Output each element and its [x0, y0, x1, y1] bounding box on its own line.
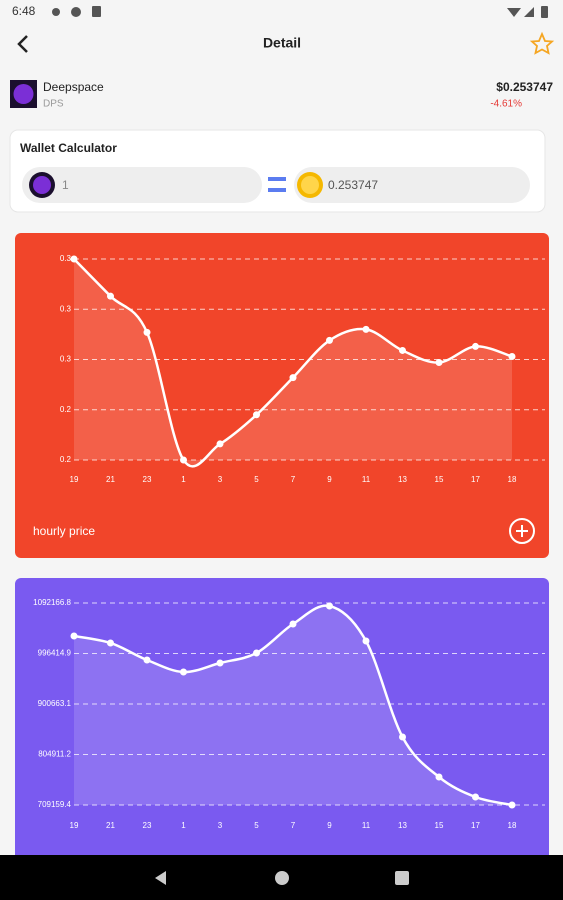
battery-icon [541, 6, 548, 18]
point [70, 255, 78, 263]
y-tick-label: 900663.1 [38, 699, 72, 708]
point [508, 352, 516, 360]
point [216, 440, 224, 448]
x-tick-label: 19 [70, 821, 79, 830]
wallet-title: Wallet Calculator [20, 141, 117, 155]
back-button[interactable] [17, 35, 28, 53]
chart-card [15, 233, 549, 558]
y-tick-label: 0.3 [60, 254, 72, 263]
header-title: Detail [263, 35, 301, 51]
chart-card [15, 578, 549, 868]
swap-icon[interactable] [268, 177, 286, 192]
x-tick-label: 13 [398, 475, 407, 484]
charts: 0.30.30.30.20.219 21 23 1 3 5 7 9 11 13 15 17 18hour… [15, 233, 549, 868]
y-tick-label: 0.2 [60, 405, 72, 414]
x-tick-label: 23 [143, 475, 152, 484]
point [472, 793, 479, 801]
nav-back[interactable] [155, 871, 166, 885]
y-tick-label: 709159.4 [38, 800, 72, 809]
point [508, 801, 516, 809]
point [472, 342, 479, 350]
favorite-button[interactable] [529, 31, 555, 55]
chart-caption: hourly price [33, 524, 95, 538]
coin-logo [13, 84, 34, 104]
point [289, 620, 297, 628]
point [180, 668, 187, 676]
point [435, 359, 443, 367]
x-tick-label: 18 [508, 475, 517, 484]
coin-change: -4.61% [490, 99, 522, 110]
point [435, 773, 443, 781]
point [326, 602, 333, 610]
x-tick-label: 23 [143, 821, 152, 830]
x-tick-label: 19 [70, 475, 79, 484]
dollar-icon [301, 176, 319, 194]
signal-icon [524, 7, 534, 17]
y-tick-label: 804911.2 [38, 750, 71, 759]
point [289, 374, 297, 382]
x-tick-label: 7 [291, 475, 296, 484]
y-tick-label: 0.3 [60, 304, 72, 313]
status-time: 6:48 [12, 4, 36, 18]
x-tick-label: 1 [181, 475, 186, 484]
y-tick-label: 996414.9 [38, 649, 72, 658]
x-tick-label: 15 [435, 821, 444, 830]
coin-name: Deepspace [43, 80, 104, 94]
point [253, 649, 260, 657]
value-output [294, 167, 530, 203]
y-tick-label: 1092166.8 [33, 598, 71, 607]
amount-input[interactable] [22, 167, 262, 203]
point [399, 733, 406, 741]
point [253, 411, 260, 419]
status-icon [71, 7, 81, 17]
area [74, 259, 512, 467]
point [216, 659, 224, 667]
point [107, 639, 114, 647]
point [326, 336, 333, 344]
point [107, 292, 114, 300]
point [180, 456, 187, 464]
nav-recents[interactable] [395, 871, 409, 885]
amount-text: 1 [62, 178, 69, 192]
x-tick-label: 13 [398, 821, 407, 830]
coin-symbol: DPS [43, 99, 64, 110]
x-tick-label: 9 [327, 821, 332, 830]
x-tick-label: 21 [106, 821, 115, 830]
y-tick-label: 0.3 [60, 355, 72, 364]
point [70, 632, 78, 640]
wifi-icon [507, 8, 521, 17]
x-tick-label: 5 [254, 821, 259, 830]
x-tick-label: 7 [291, 821, 296, 830]
coin-icon [33, 176, 51, 194]
coin-price: $0.253747 [496, 80, 553, 94]
point [143, 328, 151, 336]
x-tick-label: 15 [435, 475, 444, 484]
x-tick-label: 3 [218, 475, 223, 484]
point [143, 656, 151, 664]
expand-icon [516, 525, 528, 537]
point [399, 346, 406, 354]
nav-home[interactable] [275, 871, 289, 885]
x-tick-label: 17 [471, 821, 480, 830]
x-tick-label: 11 [362, 475, 371, 484]
y-tick-label: 0.2 [60, 455, 72, 464]
x-tick-label: 21 [106, 475, 115, 484]
x-tick-label: 18 [508, 821, 517, 830]
x-tick-label: 5 [254, 475, 259, 484]
value-text: 0.253747 [328, 178, 378, 192]
status-icon [52, 8, 60, 16]
x-tick-label: 11 [362, 821, 371, 830]
expand-button[interactable] [509, 518, 535, 544]
x-tick-label: 17 [471, 475, 480, 484]
point [362, 325, 370, 333]
x-tick-label: 9 [327, 475, 332, 484]
status-icon [92, 6, 101, 17]
x-tick-label: 3 [218, 821, 223, 830]
point [362, 637, 370, 645]
area [74, 605, 512, 805]
x-tick-label: 1 [181, 821, 186, 830]
